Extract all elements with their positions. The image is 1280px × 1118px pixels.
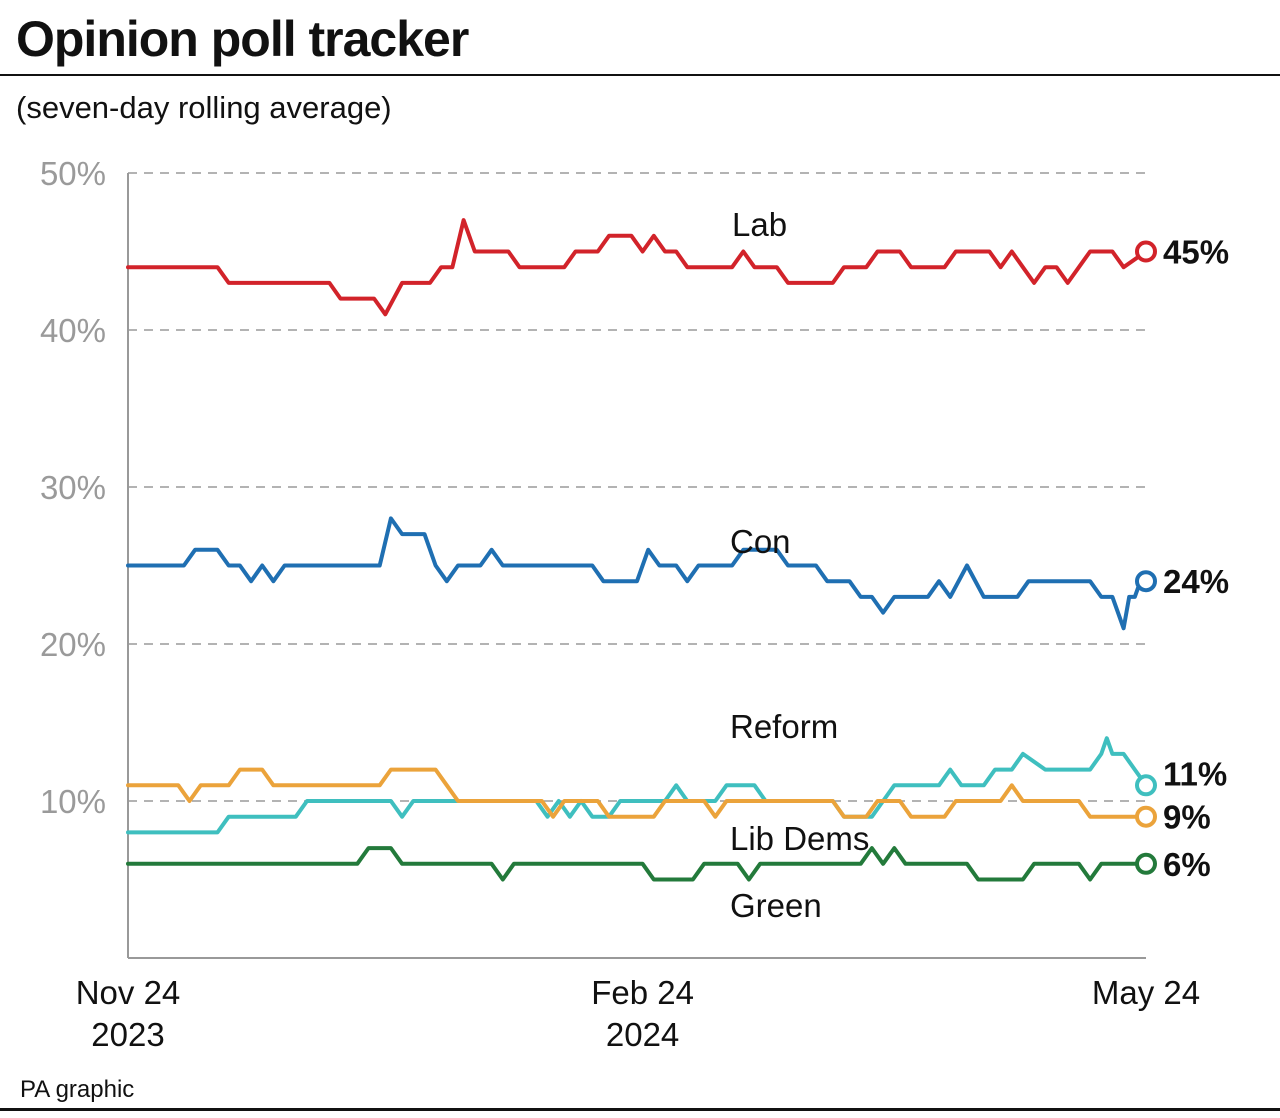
series-name-lab: Lab xyxy=(732,206,787,243)
end-marker-green xyxy=(1135,852,1157,875)
y-tick-label: 10% xyxy=(40,783,106,820)
end-value-lib-dems: 9% xyxy=(1163,799,1211,836)
line-chart: 10% 20% 30% 40% 50% Nov 24 2023 Feb 24 2024 May … xyxy=(40,155,1229,1053)
series-name-green: Green xyxy=(730,887,822,924)
source-credit: PA graphic xyxy=(20,1076,135,1103)
series-lines xyxy=(126,218,1157,882)
axes xyxy=(127,173,1146,959)
page-title: Opinion poll tracker xyxy=(16,11,469,67)
series-name-con: Con xyxy=(730,523,791,560)
series-name-lib-dems: Lib Dems xyxy=(730,820,869,857)
end-value-con: 24% xyxy=(1163,563,1229,600)
series-labels: Lab 45% Con 24% Reform 11% Lib Dems 9% Green 6% xyxy=(730,206,1229,924)
end-marker-lib-dems xyxy=(1135,805,1157,828)
chart-subtitle: (seven-day rolling average) xyxy=(16,90,392,125)
y-tick-label: 40% xyxy=(40,312,106,349)
y-tick-label: 30% xyxy=(40,469,106,506)
end-marker-lab xyxy=(1135,240,1157,263)
series-line-reform xyxy=(126,736,1148,835)
series-name-reform: Reform xyxy=(730,708,838,745)
end-marker-reform xyxy=(1135,774,1157,797)
series-line-lab xyxy=(126,218,1148,317)
x-tick-label-line: 2024 xyxy=(606,1016,679,1053)
y-tick-label: 50% xyxy=(40,155,106,192)
grid-lines xyxy=(128,172,1150,802)
x-tick-label-line: 2023 xyxy=(91,1016,164,1053)
x-tick-label-line: Feb 24 xyxy=(591,974,694,1011)
y-axis-ticks: 10% 20% 30% 40% 50% xyxy=(40,155,106,820)
series-line-green xyxy=(126,846,1148,882)
x-tick-label-line: Nov 24 xyxy=(76,974,181,1011)
series-line-lib-dems xyxy=(126,767,1148,819)
title-divider xyxy=(0,74,1280,76)
x-axis-ticks: Nov 24 2023 Feb 24 2024 May 24 xyxy=(76,974,1200,1053)
footer-divider xyxy=(0,1108,1280,1111)
series-line-con xyxy=(126,516,1148,631)
x-tick-label: Nov 24 2023 xyxy=(76,974,181,1053)
end-value-lab: 45% xyxy=(1163,234,1229,271)
x-tick-label-line: May 24 xyxy=(1092,974,1200,1011)
end-value-green: 6% xyxy=(1163,846,1211,883)
end-marker-con xyxy=(1135,570,1157,593)
x-tick-label: Feb 24 2024 xyxy=(591,974,694,1053)
y-tick-label: 20% xyxy=(40,626,106,663)
end-value-reform: 11% xyxy=(1163,755,1227,792)
x-tick-label: May 24 xyxy=(1092,974,1200,1011)
